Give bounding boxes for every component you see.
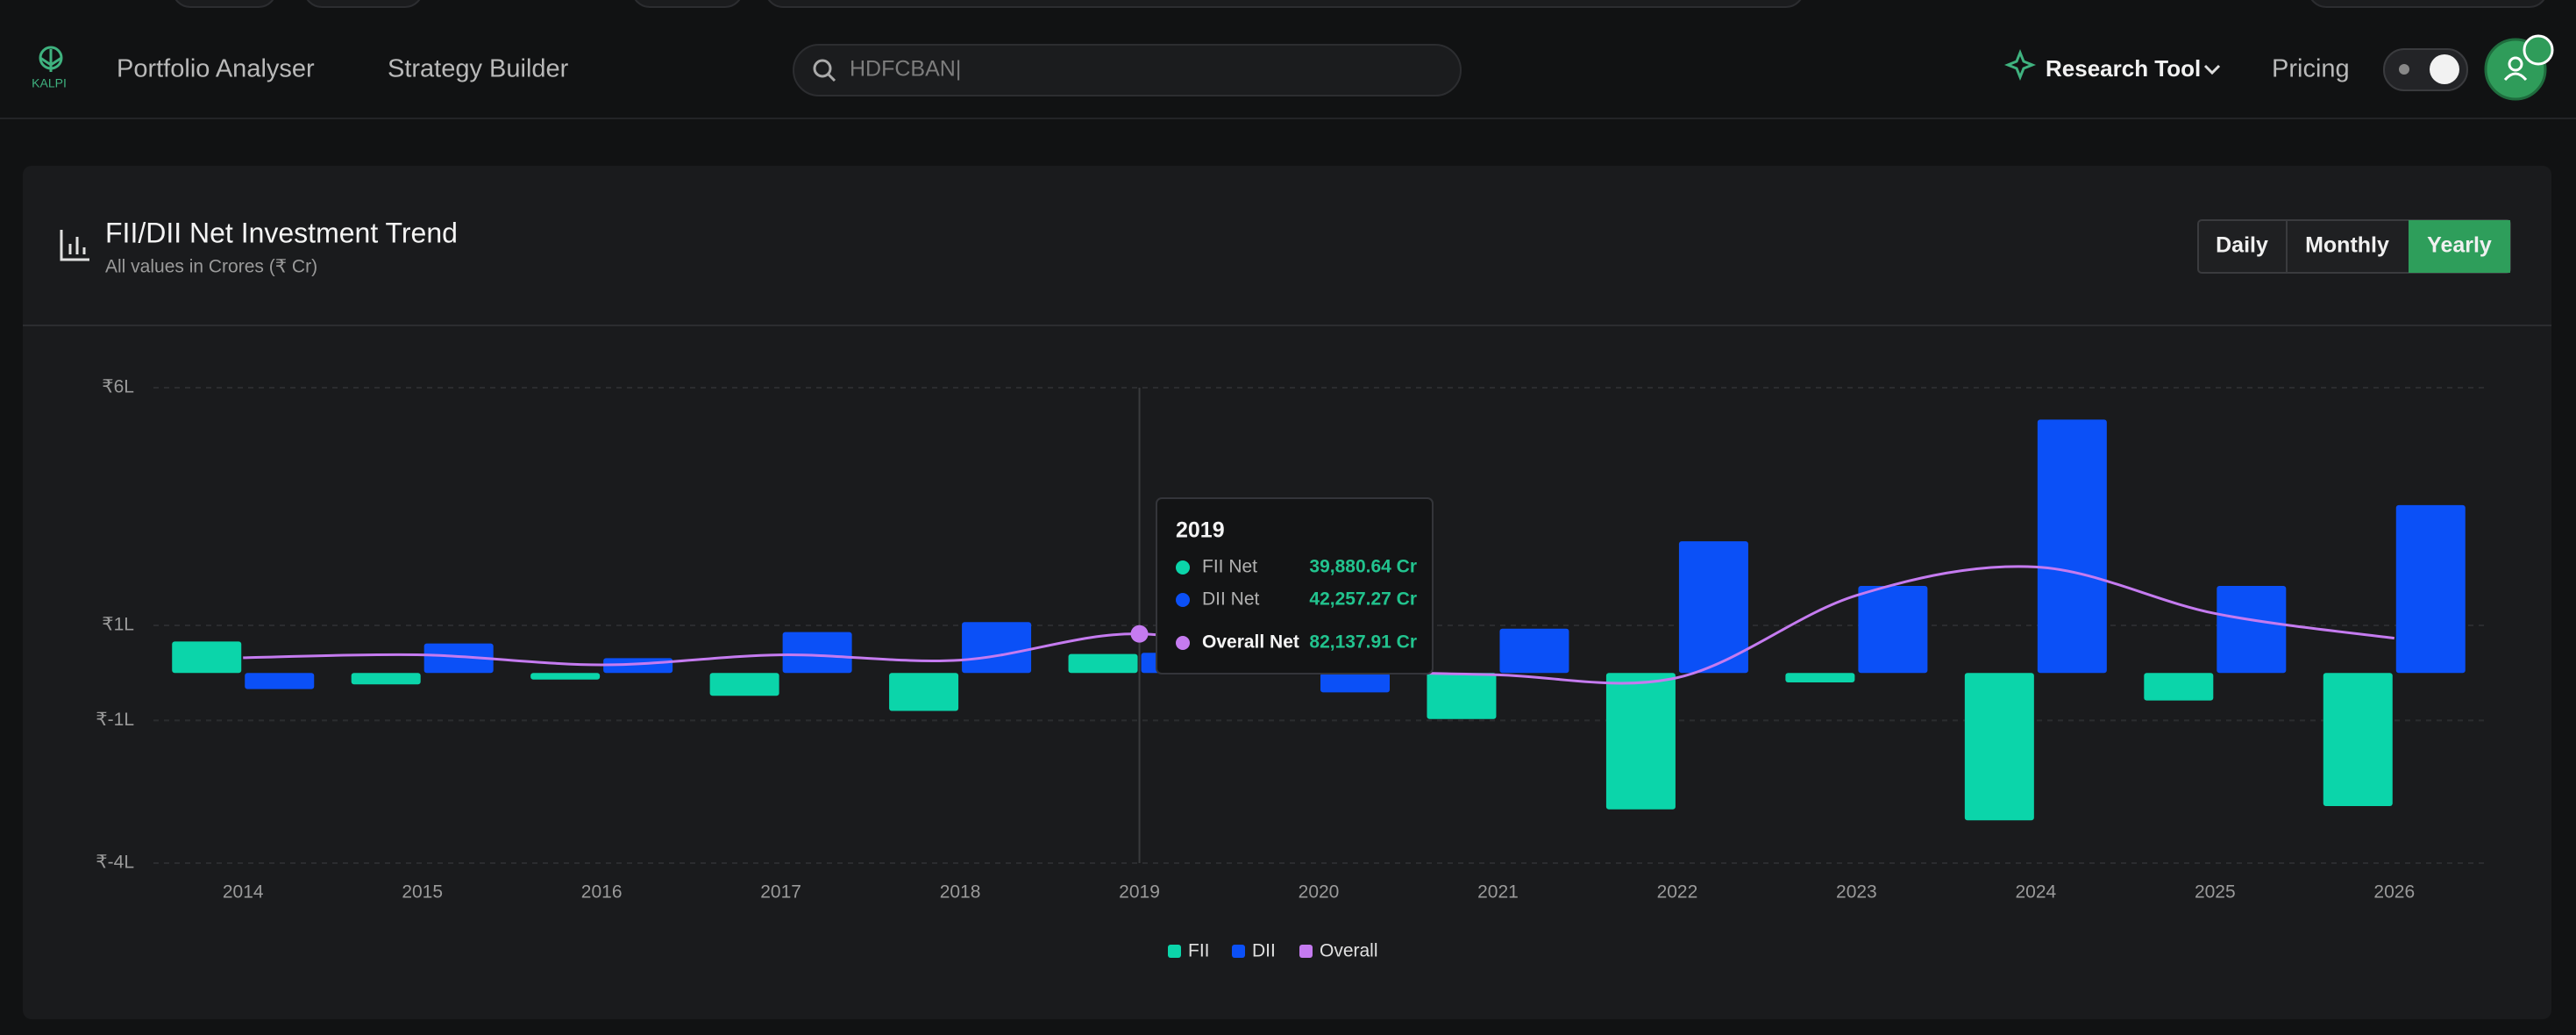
logo[interactable]: KALPI	[32, 46, 67, 90]
bar	[1499, 628, 1569, 674]
tooltip-title: 2019	[1176, 518, 1225, 543]
search-icon	[827, 73, 836, 82]
bar	[2323, 673, 2393, 806]
bar	[1427, 673, 1497, 719]
x-tick-label: 2020	[1299, 882, 1340, 903]
y-tick-label: ₹-4L	[96, 853, 134, 873]
legend-swatch	[1232, 945, 1245, 958]
bar	[2037, 419, 2107, 674]
period-button[interactable]: Daily	[2216, 233, 2268, 258]
legend-swatch	[1299, 945, 1313, 958]
nav-link[interactable]: Strategy Builder	[388, 55, 569, 83]
active-button	[2409, 220, 2510, 273]
bar	[1320, 673, 1390, 693]
tooltip-value: 39,880.64 Cr	[1309, 557, 1417, 577]
bar	[423, 643, 494, 674]
x-tick-label: 2015	[402, 882, 443, 903]
sun-icon	[2399, 64, 2409, 75]
active-point	[1130, 625, 1149, 643]
legend-swatch	[1168, 945, 1181, 958]
x-tick-label: 2026	[2373, 882, 2415, 903]
research-icon	[2003, 48, 2037, 82]
x-tick-label: 2019	[1119, 882, 1160, 903]
bar	[2144, 673, 2214, 701]
bar	[1605, 673, 1676, 810]
chart-icon	[60, 230, 89, 261]
tooltip-value: 42,257.27 Cr	[1309, 589, 1417, 610]
bar	[1678, 541, 1748, 674]
chevron	[2203, 64, 2221, 75]
bar	[889, 673, 959, 711]
period-button[interactable]: Yearly	[2427, 233, 2492, 258]
research-tool[interactable]: Research Tool	[2046, 55, 2201, 82]
badge	[2523, 34, 2554, 66]
bar	[2395, 504, 2466, 674]
y-tick-label: ₹-1L	[96, 710, 134, 730]
nav-link[interactable]: Portfolio Analyser	[117, 55, 315, 83]
avatar-icon	[2503, 72, 2528, 82]
search-input[interactable]: HDFCBAN|	[850, 57, 961, 82]
x-tick-label: 2018	[940, 882, 981, 903]
tooltip-label: Overall Net	[1202, 632, 1299, 653]
legend-label: DII	[1252, 941, 1276, 961]
logo-text: KALPI	[32, 76, 67, 90]
y-tick-label: ₹6L	[102, 377, 134, 397]
x-tick-label: 2022	[1657, 882, 1698, 903]
bar	[782, 632, 852, 674]
bar	[530, 673, 601, 680]
tooltip-label: DII Net	[1202, 589, 1260, 610]
x-tick-label: 2023	[1836, 882, 1877, 903]
search-box[interactable]	[793, 44, 1462, 96]
legend-label: FII	[1188, 941, 1210, 961]
toggle-knob	[2430, 54, 2459, 84]
bar	[245, 673, 315, 689]
bar	[172, 641, 242, 674]
chart-subtitle: All values in Crores (₹ Cr)	[105, 257, 317, 277]
nav-link[interactable]: Pricing	[2272, 55, 2350, 83]
tooltip-value: 82,137.91 Cr	[1309, 632, 1417, 653]
bar	[1964, 673, 2034, 821]
x-tick-label: 2024	[2015, 882, 2056, 903]
bar	[1068, 653, 1138, 674]
search-icon	[813, 59, 832, 78]
period-button[interactable]: Monthly	[2305, 233, 2389, 258]
bar	[1858, 586, 1928, 674]
x-tick-label: 2014	[223, 882, 264, 903]
tooltip-dot	[1176, 560, 1190, 575]
tooltip-label: FII Net	[1202, 557, 1257, 577]
top-strip	[174, 0, 2545, 8]
tooltip-dot	[1176, 593, 1190, 607]
bar	[1785, 673, 1855, 683]
bar	[962, 622, 1032, 674]
y-tick-label: ₹1L	[102, 615, 134, 635]
bar	[2217, 586, 2287, 674]
legend-label: Overall	[1320, 941, 1378, 961]
tooltip-dot	[1176, 636, 1190, 650]
chart-title: FII/DII Net Investment Trend	[105, 217, 458, 248]
tooltip	[1156, 497, 1434, 675]
avatar-icon	[2508, 56, 2523, 72]
bar	[351, 673, 421, 685]
x-tick-label: 2017	[760, 882, 801, 903]
bar	[709, 673, 779, 696]
x-tick-label: 2016	[581, 882, 623, 903]
x-tick-label: 2025	[2195, 882, 2236, 903]
x-tick-label: 2021	[1477, 882, 1519, 903]
